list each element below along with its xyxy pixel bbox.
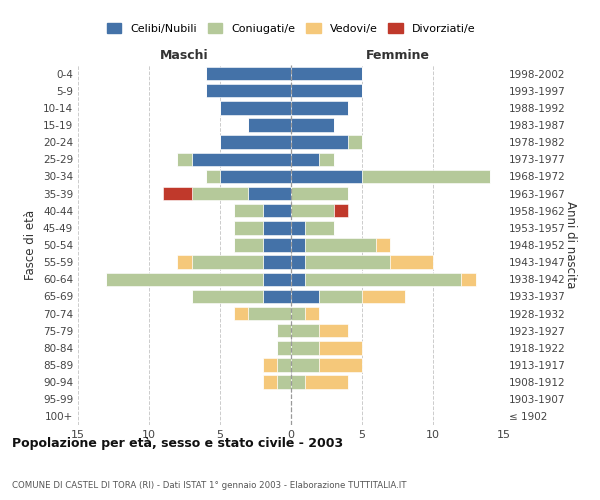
Bar [305,307,319,320]
Bar [291,307,305,320]
Bar [277,324,291,338]
Bar [305,256,391,269]
Text: Maschi: Maschi [160,48,209,62]
Bar [319,290,362,303]
Bar [263,238,291,252]
Bar [291,272,305,286]
Bar [291,152,319,166]
Bar [263,204,291,218]
Bar [319,324,348,338]
Bar [263,376,277,389]
Bar [206,67,291,80]
Bar [191,256,263,269]
Bar [291,324,319,338]
Bar [291,118,334,132]
Bar [234,204,263,218]
Bar [106,272,263,286]
Bar [291,136,348,149]
Bar [291,221,305,234]
Bar [291,67,362,80]
Bar [263,256,291,269]
Bar [220,101,291,114]
Bar [334,204,348,218]
Bar [291,290,319,303]
Bar [263,221,291,234]
Bar [461,272,476,286]
Bar [234,307,248,320]
Bar [248,307,291,320]
Bar [234,221,263,234]
Bar [248,187,291,200]
Bar [234,238,263,252]
Bar [206,84,291,98]
Bar [178,152,191,166]
Text: COMUNE DI CASTEL DI TORA (RI) - Dati ISTAT 1° gennaio 2003 - Elaborazione TUTTIT: COMUNE DI CASTEL DI TORA (RI) - Dati IST… [12,481,407,490]
Bar [191,152,291,166]
Bar [263,290,291,303]
Bar [291,187,348,200]
Text: Femmine: Femmine [365,48,430,62]
Bar [263,272,291,286]
Bar [291,358,319,372]
Y-axis label: Anni di nascita: Anni di nascita [564,202,577,288]
Bar [206,170,220,183]
Bar [277,376,291,389]
Bar [178,256,191,269]
Bar [362,170,490,183]
Bar [191,290,263,303]
Bar [291,376,305,389]
Bar [305,376,348,389]
Bar [220,170,291,183]
Legend: Celibi/Nubili, Coniugati/e, Vedovi/e, Divorziati/e: Celibi/Nubili, Coniugati/e, Vedovi/e, Di… [103,20,479,38]
Bar [291,256,305,269]
Bar [319,341,362,354]
Bar [291,101,348,114]
Bar [248,118,291,132]
Bar [220,136,291,149]
Bar [319,152,334,166]
Bar [191,187,248,200]
Bar [305,238,376,252]
Bar [348,136,362,149]
Y-axis label: Fasce di età: Fasce di età [25,210,37,280]
Bar [291,84,362,98]
Bar [376,238,391,252]
Text: Popolazione per età, sesso e stato civile - 2003: Popolazione per età, sesso e stato civil… [12,437,343,450]
Bar [305,272,461,286]
Bar [305,221,334,234]
Bar [277,341,291,354]
Bar [263,358,277,372]
Bar [163,187,191,200]
Bar [291,170,362,183]
Bar [391,256,433,269]
Bar [291,204,334,218]
Bar [291,341,319,354]
Bar [319,358,362,372]
Bar [362,290,404,303]
Bar [291,238,305,252]
Bar [277,358,291,372]
